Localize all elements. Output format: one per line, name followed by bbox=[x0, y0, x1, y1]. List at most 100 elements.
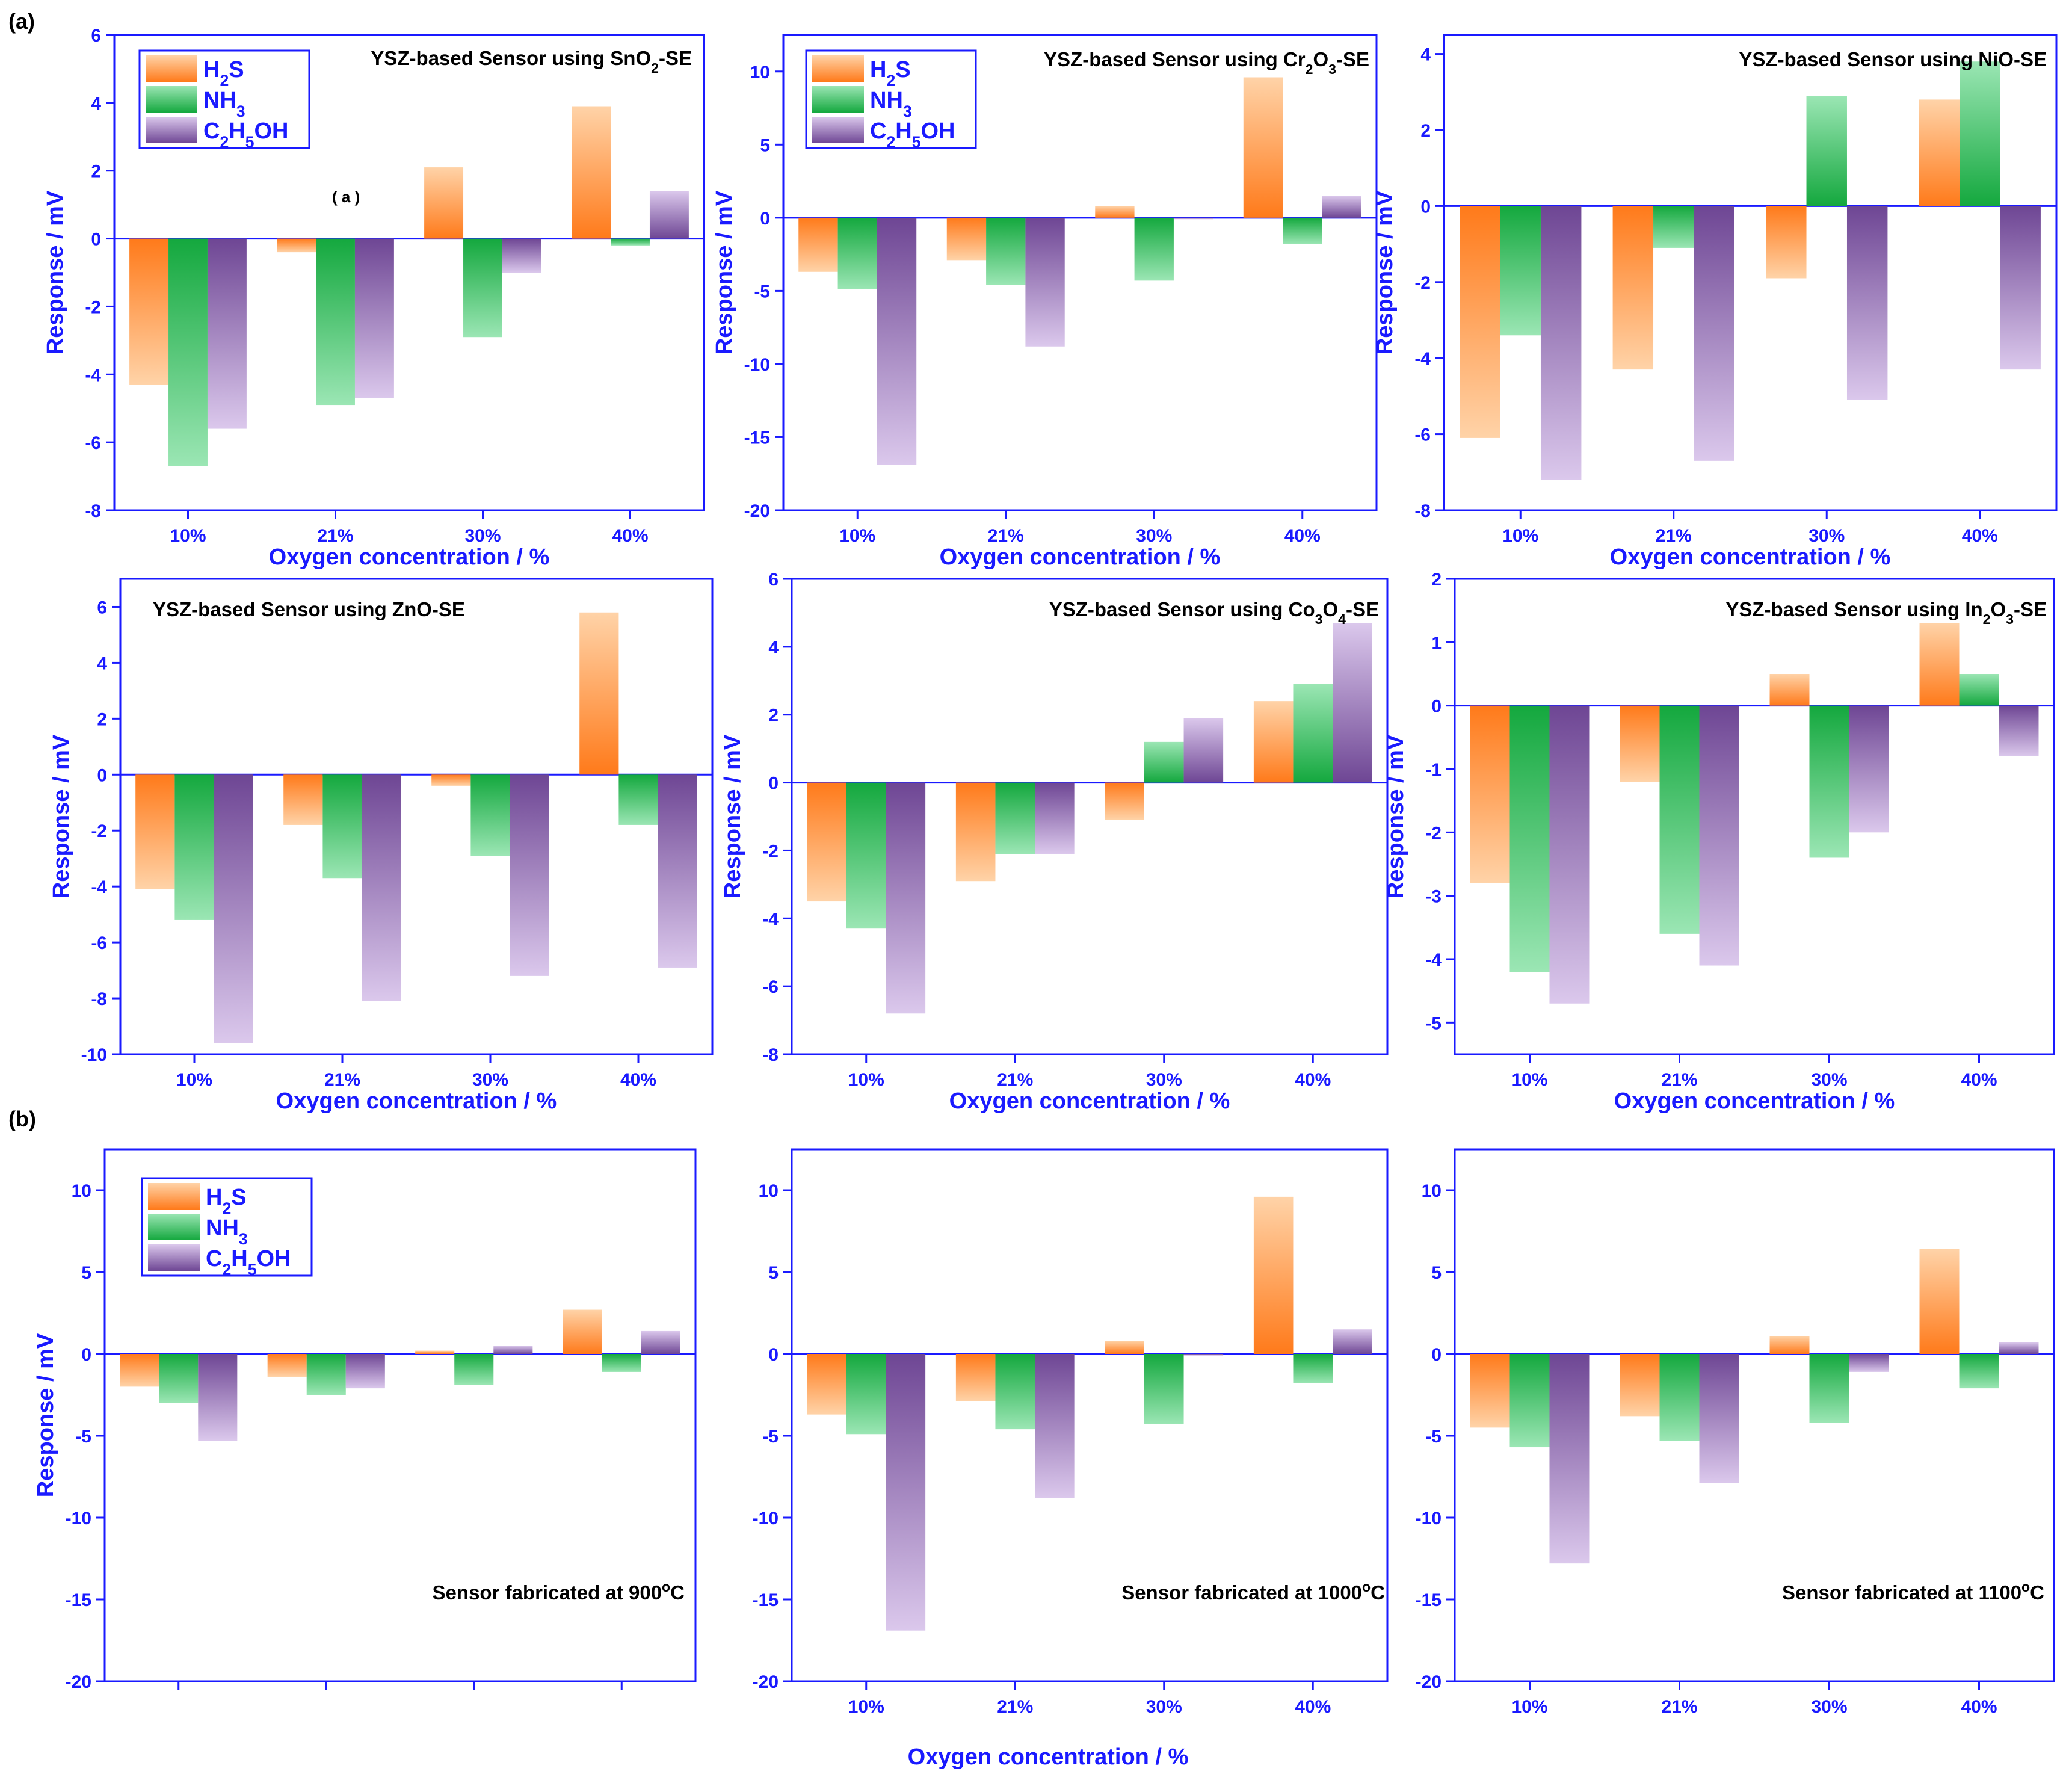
legend-swatch-nh3 bbox=[148, 1214, 200, 1240]
bar-h2s-10pct bbox=[1470, 705, 1510, 883]
bar-nh3-40pct bbox=[1959, 1354, 1999, 1389]
y-axis-label: Response / mV bbox=[1372, 190, 1398, 354]
panel-label-b: (b) bbox=[8, 1107, 36, 1131]
bar-h2s-40pct bbox=[572, 106, 611, 239]
bar-nh3-30pct bbox=[454, 1354, 494, 1385]
chart-title: Sensor fabricated at 1000oC bbox=[1121, 1579, 1385, 1604]
bar-nh3-10pct bbox=[1509, 1354, 1550, 1448]
y-tick-label: -6 bbox=[1414, 425, 1431, 445]
y-tick-label: -4 bbox=[1414, 349, 1431, 369]
bar-c2h5oh-10pct bbox=[214, 774, 253, 1043]
bar-c2h5oh-10pct bbox=[198, 1354, 238, 1441]
y-tick-label: -5 bbox=[754, 282, 770, 301]
chart-2: -20 -15 -10 -5 0 5 10 10% 21% 30% 40% Response / mV… bbox=[712, 34, 1378, 570]
bar-nh3-10pct bbox=[846, 782, 886, 929]
x-tick-label: 40% bbox=[612, 526, 648, 546]
y-axis-label: Response / mV bbox=[712, 190, 737, 354]
y-tick-label: 0 bbox=[91, 230, 101, 250]
bar-c2h5oh-30pct bbox=[1173, 217, 1213, 220]
y-tick-label: -4 bbox=[762, 909, 779, 929]
bar-c2h5oh-40pct bbox=[1999, 1342, 2039, 1354]
x-tick-label: 21% bbox=[317, 526, 353, 546]
y-tick-label: -6 bbox=[762, 977, 779, 997]
annotation-a: ( a ) bbox=[332, 188, 360, 206]
x-axis-label: Oxygen concentration / % bbox=[269, 545, 550, 570]
bar-nh3-10pct bbox=[159, 1354, 199, 1403]
bar-h2s-10pct bbox=[129, 238, 169, 385]
legend-label-h2s: H2S bbox=[206, 1185, 247, 1217]
y-tick-label: 5 bbox=[81, 1263, 91, 1283]
bar-c2h5oh-30pct bbox=[1849, 1354, 1889, 1372]
bar-h2s-40pct bbox=[1243, 77, 1283, 218]
bar-nh3-40pct bbox=[1293, 684, 1333, 783]
bar-c2h5oh-21pct bbox=[1035, 782, 1075, 854]
legend-label-c2h5oh: C2H5OH bbox=[870, 119, 955, 151]
bar-c2h5oh-30pct bbox=[1183, 718, 1224, 783]
chart-title: YSZ-based Sensor using Cr2O3-SE bbox=[1044, 48, 1369, 77]
y-tick-label: -5 bbox=[1425, 1013, 1442, 1033]
plot-frame bbox=[782, 34, 1378, 511]
bar-h2s-21pct bbox=[946, 217, 987, 261]
x-tick-label: 30% bbox=[464, 526, 501, 546]
y-tick-label: 6 bbox=[768, 570, 779, 590]
x-axis-label: Oxygen concentration / % bbox=[1614, 1089, 1895, 1114]
bar-nh3-40pct bbox=[618, 774, 658, 825]
y-tick-label: 4 bbox=[1420, 45, 1431, 65]
bar-c2h5oh-10pct bbox=[207, 238, 247, 429]
y-tick-label: 4 bbox=[768, 638, 779, 658]
x-tick-label: 10% bbox=[848, 1697, 884, 1717]
bar-c2h5oh-40pct bbox=[1333, 1329, 1372, 1354]
bar-c2h5oh-10pct bbox=[1549, 1354, 1590, 1564]
bar-c2h5oh-10pct bbox=[1549, 705, 1590, 1004]
x-tick-label: 21% bbox=[324, 1070, 360, 1090]
y-tick-label: 0 bbox=[760, 209, 770, 229]
plot-frame bbox=[113, 34, 705, 511]
chart-title: Sensor fabricated at 900oC bbox=[433, 1579, 685, 1604]
plot-frame bbox=[791, 578, 1389, 1055]
x-tick-label: 40% bbox=[1295, 1697, 1331, 1717]
y-tick-label: -15 bbox=[66, 1590, 91, 1610]
bar-h2s-10pct bbox=[1470, 1354, 1510, 1428]
bar-c2h5oh-30pct bbox=[502, 238, 541, 273]
x-tick-label: 40% bbox=[1962, 526, 1998, 546]
y-tick-label: -20 bbox=[1416, 1672, 1442, 1692]
bar-c2h5oh-40pct bbox=[1999, 705, 2039, 756]
y-tick-label: 10 bbox=[72, 1181, 91, 1201]
legend-label-h2s: H2S bbox=[203, 57, 244, 90]
bar-nh3-21pct bbox=[995, 1354, 1035, 1430]
y-tick-label: -10 bbox=[66, 1509, 91, 1528]
chart-3: -8 -6 -4 -2 0 2 4 10% 21% 30% 40% Response / mV Oxyg… bbox=[1372, 34, 2058, 570]
y-tick-label: -8 bbox=[762, 1045, 779, 1065]
y-tick-label: -15 bbox=[753, 1590, 779, 1610]
x-tick-label: 21% bbox=[1656, 526, 1692, 546]
bar-nh3-30pct bbox=[1806, 96, 1847, 206]
panel-label-a: (a) bbox=[8, 9, 35, 34]
bar-nh3-40pct bbox=[1960, 61, 2000, 206]
legend-swatch-c2h5oh bbox=[148, 1244, 200, 1271]
y-tick-label: 10 bbox=[1422, 1181, 1442, 1201]
chart-title: YSZ-based Sensor using ZnO-SE bbox=[153, 598, 465, 620]
chart-8: -20 -15 -10 -5 0 5 10 10% 21% 30% 40% Sensor fabric… bbox=[753, 1148, 1389, 1717]
y-tick-label: 2 bbox=[1431, 570, 1442, 590]
x-tick-label: 40% bbox=[1284, 526, 1321, 546]
x-tick-label: 40% bbox=[620, 1070, 656, 1090]
x-tick-label: 30% bbox=[472, 1070, 508, 1090]
bar-c2h5oh-30pct bbox=[510, 774, 549, 976]
y-tick-label: -4 bbox=[85, 365, 101, 385]
bar-h2s-21pct bbox=[267, 1354, 307, 1377]
plot-frame bbox=[1454, 578, 2055, 1055]
y-tick-label: 4 bbox=[91, 94, 101, 114]
shared-x-axis-label: Oxygen concentration / % bbox=[908, 1744, 1189, 1770]
legend-label-c2h5oh: C2H5OH bbox=[203, 119, 289, 151]
y-tick-label: -10 bbox=[753, 1509, 779, 1528]
chart-title: Sensor fabricated at 1100oC bbox=[1782, 1579, 2044, 1604]
bar-nh3-30pct bbox=[1809, 705, 1849, 858]
plot-frame bbox=[791, 1148, 1389, 1682]
x-tick-label: 10% bbox=[1511, 1070, 1547, 1090]
bar-nh3-30pct bbox=[470, 774, 510, 856]
bar-h2s-40pct bbox=[1919, 623, 1960, 706]
bar-h2s-40pct bbox=[579, 612, 619, 775]
bar-c2h5oh-40pct bbox=[1333, 623, 1372, 783]
bar-c2h5oh-40pct bbox=[1322, 196, 1361, 218]
